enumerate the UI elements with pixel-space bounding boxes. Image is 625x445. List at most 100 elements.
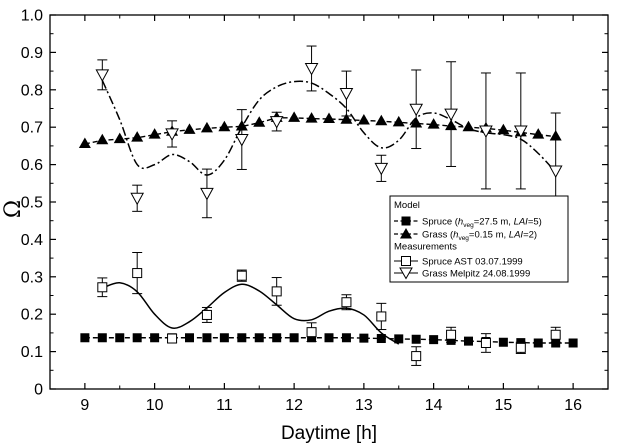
- markers: [78, 62, 578, 362]
- x-tick-label: 10: [146, 397, 164, 414]
- point-grass-hveg-0-15-m-lai-2: [357, 113, 370, 125]
- point-grass-melpitz-24-08-1999: [548, 165, 563, 179]
- point-grass-melpitz-24-08-1999: [304, 62, 319, 76]
- point-grass-hveg-0-15-m-lai-2: [218, 120, 231, 132]
- point-spruce-ast-03-07-1999: [550, 329, 561, 340]
- point-grass-hveg-0-15-m-lai-2: [183, 123, 196, 134]
- x-tick-label: 16: [564, 397, 582, 414]
- point-spruce-hveg-27-5-m-lai-5: [464, 336, 473, 346]
- point-grass-melpitz-24-08-1999: [513, 125, 528, 138]
- legend-spruce-meas-label: Spruce AST 03.07.1999: [422, 257, 523, 268]
- point-grass-melpitz-24-08-1999: [95, 69, 110, 82]
- point-grass-hveg-0-15-m-lai-2: [78, 137, 91, 149]
- point-grass-melpitz-24-08-1999: [479, 125, 493, 138]
- point-grass-hveg-0-15-m-lai-2: [462, 120, 475, 132]
- point-grass-melpitz-24-08-1999: [130, 192, 145, 206]
- point-spruce-hveg-27-5-m-lai-5: [272, 333, 282, 343]
- point-spruce-ast-03-07-1999: [411, 351, 422, 362]
- point-spruce-hveg-27-5-m-lai-5: [341, 333, 351, 343]
- x-tick-label: 15: [494, 397, 512, 414]
- point-grass-hveg-0-15-m-lai-2: [305, 112, 318, 123]
- point-spruce-hveg-27-5-m-lai-5: [150, 333, 160, 343]
- y-tick-label: 0.4: [21, 232, 43, 249]
- point-grass-melpitz-24-08-1999: [234, 134, 249, 147]
- legend-grass-meas-label: Grass Melpitz 24.08.1999: [422, 269, 530, 280]
- point-grass-hveg-0-15-m-lai-2: [532, 128, 545, 139]
- point-grass-melpitz-24-08-1999: [339, 88, 354, 101]
- y-tick-label: 0.1: [21, 344, 43, 361]
- point-grass-hveg-0-15-m-lai-2: [148, 128, 161, 139]
- point-spruce-hveg-27-5-m-lai-5: [411, 334, 421, 344]
- point-spruce-ast-03-07-1999: [132, 268, 143, 279]
- fit-curve-spruce-ast-03-07-1999: [102, 282, 400, 345]
- y-tick-label: 0.5: [21, 195, 43, 212]
- point-grass-hveg-0-15-m-lai-2: [235, 119, 248, 131]
- legend-grass-meas-marker: [399, 267, 413, 280]
- point-spruce-hveg-27-5-m-lai-5: [394, 334, 404, 344]
- fit-lines: [101, 80, 557, 345]
- point-grass-hveg-0-15-m-lai-2: [375, 114, 388, 126]
- point-grass-hveg-0-15-m-lai-2: [445, 119, 458, 131]
- axes: 0 0.1 0.2 0.3 0.4 0.5 0.6 0.7 0.8 0.9 1.0 9 10 11 12 13…: [21, 8, 609, 414]
- point-spruce-hveg-27-5-m-lai-5: [202, 333, 212, 343]
- point-spruce-ast-03-07-1999: [201, 309, 212, 320]
- point-grass-hveg-0-15-m-lai-2: [549, 130, 562, 141]
- point-spruce-hveg-27-5-m-lai-5: [376, 334, 386, 344]
- point-grass-hveg-0-15-m-lai-2: [427, 118, 440, 129]
- x-tick-label: 9: [80, 397, 89, 414]
- point-spruce-ast-03-07-1999: [236, 270, 247, 281]
- point-grass-hveg-0-15-m-lai-2: [497, 123, 510, 135]
- point-grass-melpitz-24-08-1999: [374, 162, 389, 176]
- y-tick-label: 0.3: [21, 269, 43, 286]
- point-spruce-hveg-27-5-m-lai-5: [551, 338, 561, 348]
- point-spruce-hveg-27-5-m-lai-5: [185, 333, 194, 343]
- point-spruce-ast-03-07-1999: [306, 327, 317, 338]
- point-spruce-ast-03-07-1999: [97, 282, 108, 293]
- point-grass-melpitz-24-08-1999: [269, 116, 284, 129]
- y-axis-title: Ω: [1, 200, 26, 218]
- x-axis-title: Daytime [h]: [281, 423, 377, 444]
- point-grass-melpitz-24-08-1999: [444, 108, 458, 122]
- x-tick-label: 14: [425, 397, 443, 414]
- point-grass-hveg-0-15-m-lai-2: [96, 133, 109, 145]
- point-spruce-hveg-27-5-m-lai-5: [254, 333, 264, 343]
- point-grass-hveg-0-15-m-lai-2: [113, 132, 126, 144]
- fit-curve-grass-melpitz-24-08-1999: [101, 80, 557, 176]
- point-spruce-hveg-27-5-m-lai-5: [446, 335, 456, 345]
- point-spruce-ast-03-07-1999: [341, 297, 352, 308]
- legend: Model Spruce (hveg=27.5 m, LAI=5) Grass …: [389, 195, 569, 283]
- point-grass-hveg-0-15-m-lai-2: [200, 121, 213, 133]
- y-tick-label: 1.0: [21, 8, 43, 25]
- point-spruce-ast-03-07-1999: [167, 333, 178, 344]
- point-spruce-ast-03-07-1999: [446, 329, 457, 340]
- point-spruce-hveg-27-5-m-lai-5: [307, 333, 317, 343]
- y-tick-label: 0.7: [21, 120, 43, 137]
- point-spruce-hveg-27-5-m-lai-5: [498, 337, 508, 347]
- point-spruce-hveg-27-5-m-lai-5: [80, 333, 90, 343]
- legend-grass-model-marker: [400, 228, 412, 239]
- y-tick-label: 0.6: [21, 157, 43, 174]
- y-tick-label: 0.2: [21, 307, 43, 324]
- series-line-grass-hveg-0-15-m-lai-2: [84, 117, 556, 145]
- point-spruce-hveg-27-5-m-lai-5: [359, 333, 369, 343]
- point-grass-hveg-0-15-m-lai-2: [288, 111, 301, 122]
- point-grass-melpitz-24-08-1999: [165, 128, 179, 141]
- legend-grass-model-label: Grass (hveg=0.15 m, LAI=2): [422, 230, 537, 243]
- point-spruce-hveg-27-5-m-lai-5: [219, 333, 229, 343]
- legend-spruce-model-label: Spruce (hveg=27.5 m, LAI=5): [422, 217, 542, 230]
- x-tick-label: 12: [285, 397, 303, 414]
- point-spruce-hveg-27-5-m-lai-5: [429, 335, 439, 345]
- y-tick-label: 0: [34, 382, 43, 399]
- point-grass-hveg-0-15-m-lai-2: [131, 131, 144, 142]
- point-grass-hveg-0-15-m-lai-2: [253, 116, 266, 127]
- point-grass-hveg-0-15-m-lai-2: [410, 116, 423, 128]
- point-spruce-hveg-27-5-m-lai-5: [132, 333, 142, 343]
- point-grass-hveg-0-15-m-lai-2: [340, 113, 353, 124]
- point-grass-hveg-0-15-m-lai-2: [392, 115, 405, 127]
- point-spruce-hveg-27-5-m-lai-5: [97, 333, 107, 343]
- point-spruce-hveg-27-5-m-lai-5: [115, 333, 125, 343]
- legend-box: [389, 195, 569, 283]
- point-spruce-hveg-27-5-m-lai-5: [324, 333, 334, 343]
- legend-model-heading: Model: [394, 200, 420, 211]
